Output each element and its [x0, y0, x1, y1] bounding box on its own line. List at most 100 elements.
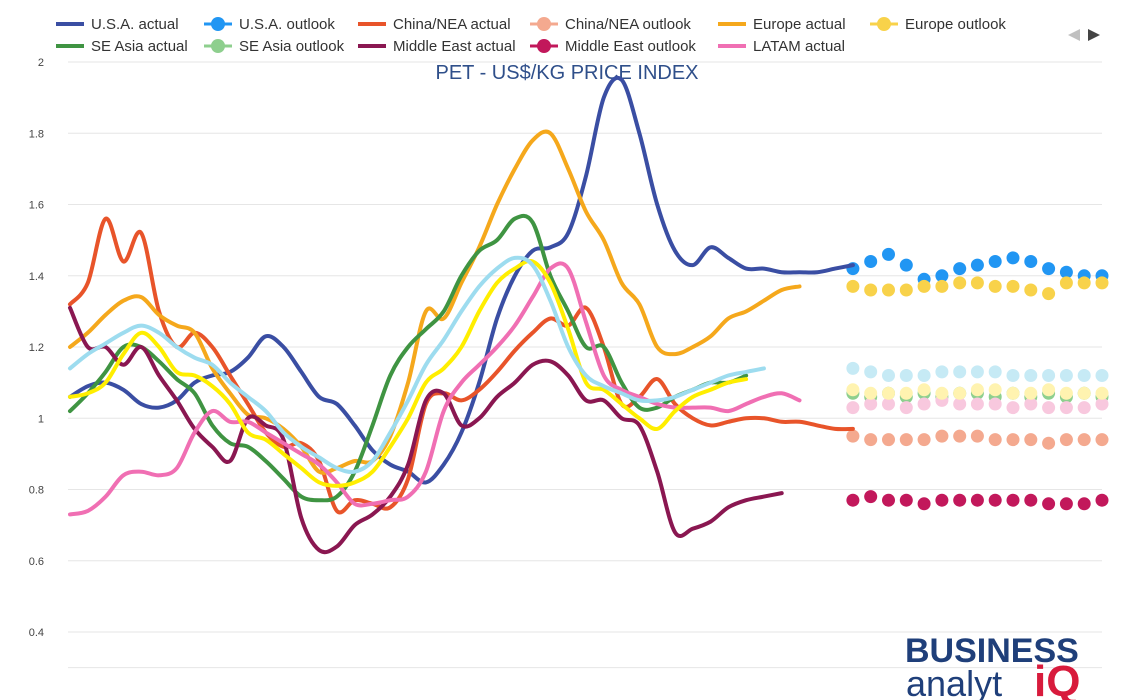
- data-point[interactable]: [864, 386, 878, 400]
- data-point[interactable]: [1059, 497, 1073, 511]
- data-point[interactable]: [970, 365, 984, 379]
- data-point[interactable]: [953, 397, 967, 411]
- data-point[interactable]: [846, 401, 860, 415]
- data-point[interactable]: [1024, 283, 1038, 297]
- data-point[interactable]: [970, 383, 984, 397]
- data-point[interactable]: [935, 429, 949, 443]
- data-point[interactable]: [1042, 369, 1056, 382]
- data-point[interactable]: [917, 397, 931, 411]
- legend-item[interactable]: U.S.A. actual: [56, 16, 179, 33]
- data-point[interactable]: [935, 269, 949, 283]
- data-point[interactable]: [864, 490, 878, 504]
- series-line-global-actual[interactable]: [68, 258, 749, 488]
- data-point[interactable]: [1042, 436, 1056, 450]
- data-point[interactable]: [970, 258, 984, 272]
- data-point[interactable]: [917, 383, 931, 397]
- data-point[interactable]: [953, 365, 967, 379]
- legend-item[interactable]: SE Asia actual: [56, 38, 188, 55]
- legend-item[interactable]: Middle East actual: [358, 38, 516, 55]
- legend-item[interactable]: Europe actual: [718, 16, 846, 33]
- data-point[interactable]: [1077, 369, 1091, 382]
- data-point[interactable]: [1042, 497, 1056, 511]
- data-point[interactable]: [882, 369, 895, 382]
- data-point[interactable]: [953, 262, 967, 276]
- data-point[interactable]: [1024, 369, 1038, 382]
- data-point[interactable]: [1042, 287, 1056, 301]
- data-point[interactable]: [1095, 433, 1109, 447]
- data-point[interactable]: [899, 386, 913, 400]
- data-point[interactable]: [1077, 497, 1091, 511]
- data-point[interactable]: [899, 283, 913, 297]
- data-point[interactable]: [882, 493, 895, 507]
- legend-item[interactable]: U.S.A. outlook: [204, 16, 335, 33]
- legend-item[interactable]: China/NEA actual: [358, 16, 511, 33]
- data-point[interactable]: [917, 279, 931, 293]
- legend-item[interactable]: LATAM actual: [718, 38, 845, 55]
- data-point[interactable]: [970, 493, 984, 507]
- data-point[interactable]: [1059, 265, 1073, 279]
- legend-item[interactable]: Middle East outlook: [530, 38, 696, 55]
- data-point[interactable]: [1059, 433, 1073, 447]
- data-point[interactable]: [864, 283, 878, 297]
- data-point[interactable]: [1006, 401, 1020, 415]
- data-point[interactable]: [1059, 386, 1073, 400]
- data-point[interactable]: [846, 361, 860, 375]
- data-point[interactable]: [1095, 397, 1109, 411]
- data-point[interactable]: [953, 386, 967, 400]
- legend-next-icon[interactable]: [1088, 29, 1100, 41]
- data-point[interactable]: [1006, 433, 1020, 447]
- data-point[interactable]: [988, 397, 1002, 411]
- data-point[interactable]: [970, 397, 984, 411]
- legend-item[interactable]: SE Asia outlook: [204, 38, 345, 55]
- data-point[interactable]: [1077, 276, 1091, 290]
- data-point[interactable]: [899, 401, 913, 415]
- data-point[interactable]: [899, 258, 913, 272]
- data-point[interactable]: [953, 493, 967, 507]
- data-point[interactable]: [1006, 369, 1020, 382]
- data-point[interactable]: [988, 279, 1002, 293]
- data-point[interactable]: [1024, 397, 1038, 411]
- data-point[interactable]: [1077, 386, 1091, 400]
- legend-item[interactable]: China/NEA outlook: [530, 16, 691, 33]
- data-point[interactable]: [988, 383, 1002, 397]
- data-point[interactable]: [864, 433, 878, 447]
- data-point[interactable]: [1024, 255, 1038, 268]
- data-point[interactable]: [935, 279, 949, 293]
- data-point[interactable]: [1006, 251, 1020, 265]
- data-point[interactable]: [882, 433, 895, 447]
- data-point[interactable]: [917, 433, 931, 447]
- data-point[interactable]: [1059, 369, 1073, 382]
- data-point[interactable]: [882, 247, 895, 261]
- data-point[interactable]: [1024, 386, 1038, 400]
- data-point[interactable]: [1077, 401, 1091, 415]
- data-point[interactable]: [988, 493, 1002, 507]
- data-point[interactable]: [1095, 276, 1109, 290]
- data-point[interactable]: [953, 429, 967, 443]
- legend-prev-icon[interactable]: [1068, 29, 1080, 41]
- data-point[interactable]: [917, 369, 931, 382]
- data-point[interactable]: [1024, 433, 1038, 447]
- data-point[interactable]: [970, 429, 984, 443]
- data-point[interactable]: [846, 383, 860, 397]
- data-point[interactable]: [882, 397, 895, 411]
- data-point[interactable]: [970, 276, 984, 290]
- series-line-se-asia-actual[interactable]: [68, 213, 749, 503]
- data-point[interactable]: [917, 497, 931, 511]
- data-point[interactable]: [935, 386, 949, 400]
- data-point[interactable]: [1042, 383, 1056, 397]
- data-point[interactable]: [988, 433, 1002, 447]
- data-point[interactable]: [864, 255, 878, 268]
- data-point[interactable]: [935, 365, 949, 379]
- data-point[interactable]: [1095, 369, 1109, 382]
- data-point[interactable]: [864, 365, 878, 379]
- data-point[interactable]: [1042, 262, 1056, 276]
- series-line-europe-actual[interactable]: [68, 129, 802, 475]
- data-point[interactable]: [1006, 279, 1020, 293]
- data-point[interactable]: [1059, 276, 1073, 290]
- data-point[interactable]: [846, 429, 860, 443]
- data-point[interactable]: [953, 276, 967, 290]
- data-point[interactable]: [864, 397, 878, 411]
- data-point[interactable]: [935, 493, 949, 507]
- data-point[interactable]: [988, 365, 1002, 379]
- data-point[interactable]: [1077, 433, 1091, 447]
